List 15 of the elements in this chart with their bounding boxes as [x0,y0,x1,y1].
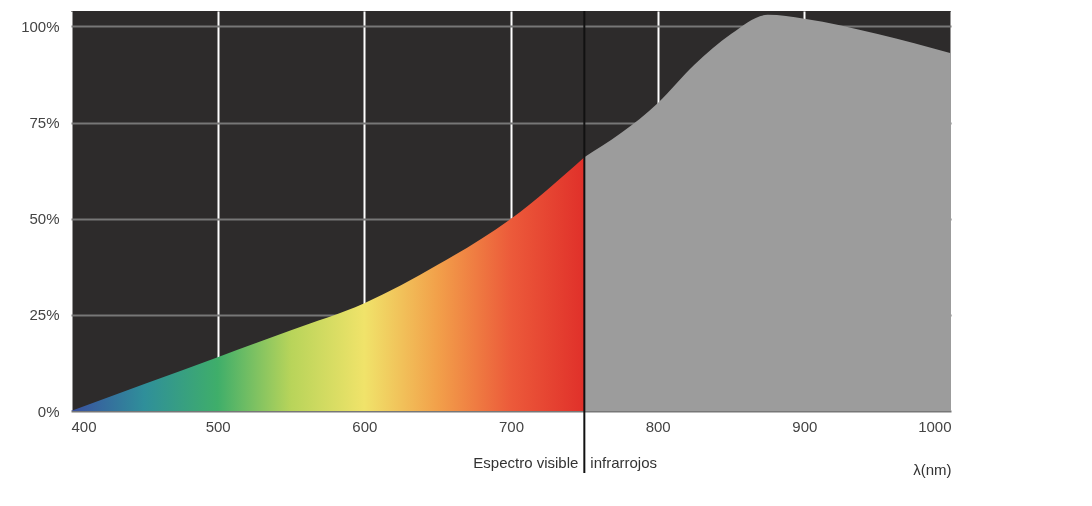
text: Espectro visible [473,454,579,471]
y-tick-label: 50% [29,210,60,228]
y-tick-label: 75% [29,114,60,132]
text: infrarrojos [590,454,658,471]
x-tick-label: 800 [645,417,671,435]
x-tick-label: 500 [205,417,231,435]
x-tick-label: 900 [792,417,818,435]
y-tick-label: 25% [29,306,60,324]
x-tick-label: 400 [71,417,97,435]
y-tick-label: 0% [37,402,60,420]
x-tick-label: 1000 [918,417,952,435]
x-tick-label: 600 [352,417,378,435]
x-axis-title: λ(nm) [913,460,952,478]
y-tick-label: 100% [21,17,60,35]
x-tick-label: 700 [498,417,525,435]
